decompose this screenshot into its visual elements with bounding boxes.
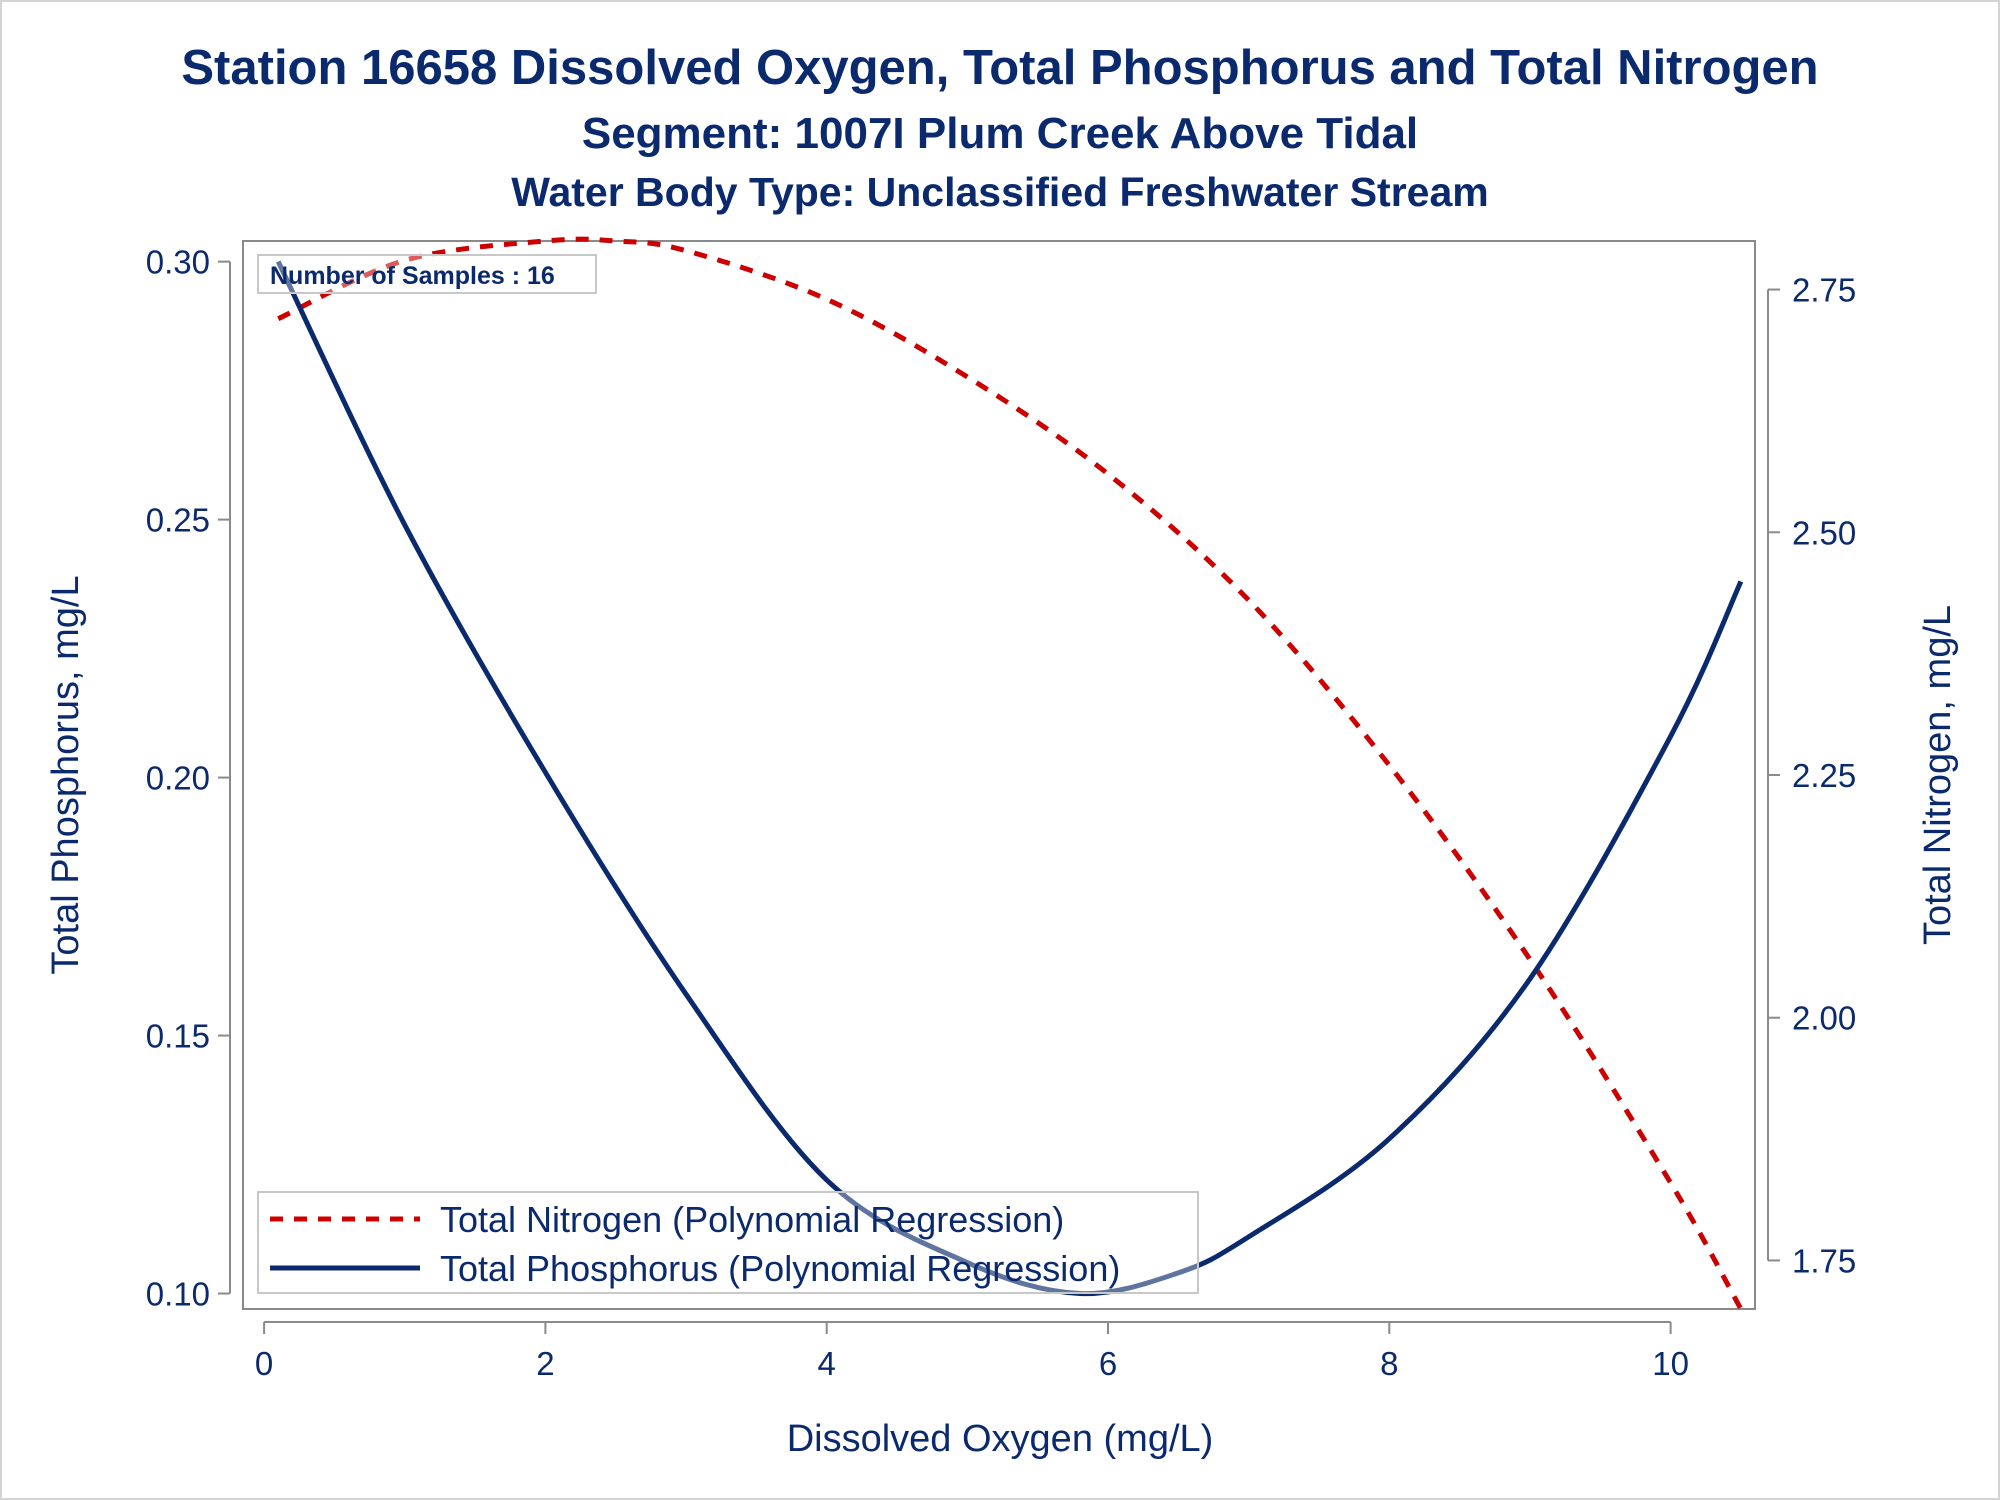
y-right-tick-label: 2.00 — [1792, 1000, 1856, 1037]
series-line-total-phosphorus — [275, 260, 1744, 1297]
legend: Total Nitrogen (Polynomial Regression) T… — [257, 1191, 1199, 1294]
y-left-tick-label: 0.20 — [146, 760, 210, 797]
sample-count-label: Number of Samples : 16 — [270, 262, 555, 290]
y-axis-right-label: Total Nitrogen, mg/L — [1917, 605, 1959, 945]
y-right-tick-label: 2.25 — [1792, 757, 1856, 794]
y-left-tick-label: 0.10 — [146, 1276, 210, 1313]
x-tick-label: 6 — [1099, 1345, 1117, 1382]
legend-label-nitrogen: Total Nitrogen (Polynomial Regression) — [440, 1199, 1064, 1240]
x-tick-label: 10 — [1652, 1345, 1689, 1382]
chart-subtitle-waterbody: Water Body Type: Unclassified Freshwater… — [511, 169, 1488, 215]
y-right-tick-label: 1.75 — [1792, 1242, 1856, 1279]
plot-area — [242, 240, 1756, 1310]
x-axis-label: Dissolved Oxygen (mg/L) — [787, 1418, 1214, 1460]
y-right-tick-label: 2.75 — [1792, 272, 1856, 309]
y-left-tick-label: 0.25 — [146, 502, 210, 539]
y-right-tick-label: 2.50 — [1792, 514, 1856, 551]
series-line-total-nitrogen — [277, 236, 1744, 1311]
y-axis-right: 1.75 2.00 2.25 2.50 2.75 — [1767, 272, 1856, 1279]
chart-subtitle-segment: Segment: 1007I Plum Creek Above Tidal — [582, 109, 1418, 158]
x-tick-label: 8 — [1380, 1345, 1398, 1382]
sample-count-inset: Number of Samples : 16 — [257, 254, 597, 294]
chart-title: Station 16658 Dissolved Oxygen, Total Ph… — [181, 41, 1818, 95]
legend-label-phosphorus: Total Phosphorus (Polynomial Regression) — [440, 1248, 1120, 1289]
x-tick-label: 2 — [536, 1345, 554, 1382]
y-axis-left-label: Total Phosphorus, mg/L — [45, 575, 87, 974]
series-layer — [275, 236, 1744, 1311]
legend-box — [257, 1191, 1199, 1294]
x-tick-label: 0 — [255, 1345, 273, 1382]
x-tick-label: 4 — [818, 1345, 836, 1382]
y-left-tick-label: 0.30 — [146, 244, 210, 281]
x-axis: 0 2 4 6 8 10 — [255, 1321, 1689, 1382]
y-axis-left: 0.10 0.15 0.20 0.25 0.30 — [146, 244, 231, 1313]
y-left-tick-label: 0.15 — [146, 1018, 210, 1055]
sample-count-box — [257, 254, 597, 294]
